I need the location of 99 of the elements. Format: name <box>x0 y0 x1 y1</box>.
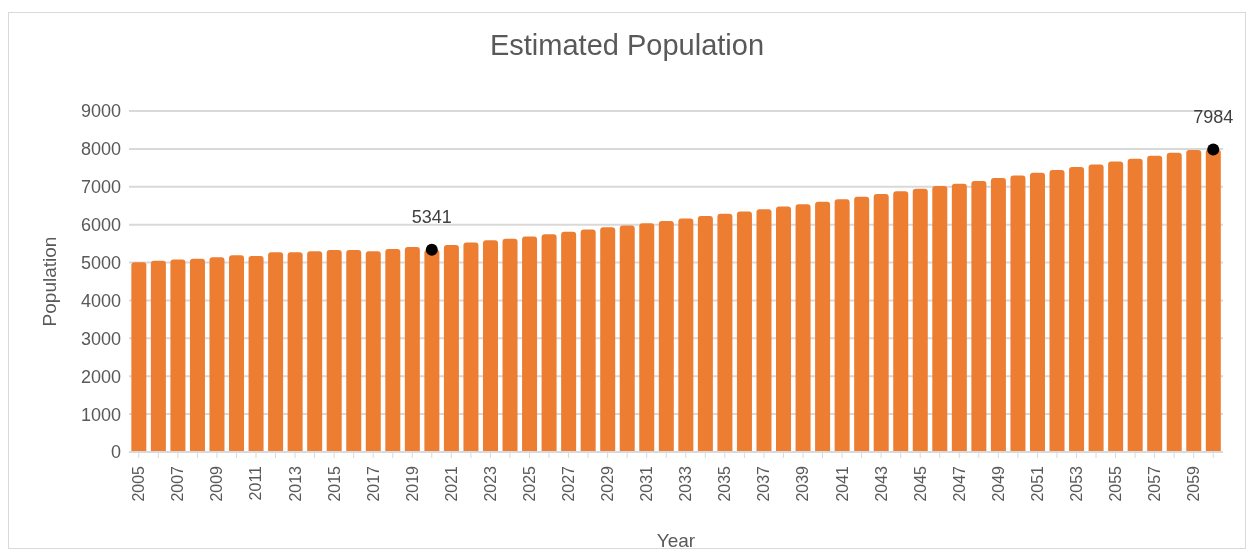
x-tick-label: 2049 <box>989 465 1007 502</box>
bar <box>482 240 498 452</box>
bar <box>736 211 752 452</box>
bar <box>502 238 518 452</box>
x-tick-label: 2031 <box>638 465 656 502</box>
bar <box>990 178 1006 452</box>
x-tick-label: 2051 <box>1028 465 1046 502</box>
y-tick-label: 5000 <box>80 252 121 273</box>
y-tick-label: 7000 <box>80 177 121 198</box>
bar <box>1049 170 1065 452</box>
y-tick-label: 0 <box>110 442 121 463</box>
x-tick-label: 2005 <box>130 465 148 502</box>
bar <box>443 244 459 452</box>
bar <box>1205 149 1221 452</box>
bar <box>150 260 166 452</box>
bar <box>658 220 674 452</box>
x-tick-label: 2043 <box>872 465 890 502</box>
bar <box>971 181 987 452</box>
chart-title: Estimated Population <box>488 29 766 62</box>
bar <box>1166 152 1182 452</box>
x-tick-label: 2007 <box>169 465 187 502</box>
x-tick-label: 2033 <box>677 465 695 502</box>
bar <box>1186 150 1202 452</box>
bar <box>229 255 245 452</box>
bar <box>326 250 342 452</box>
bar <box>189 258 205 452</box>
y-tick-label: 1000 <box>80 404 121 425</box>
x-tick-label: 2015 <box>325 465 343 502</box>
x-tick-label: 2013 <box>286 465 304 502</box>
bar <box>287 252 303 452</box>
bar <box>600 227 616 452</box>
bar <box>834 199 850 452</box>
y-tick-label: 9000 <box>80 101 121 122</box>
x-tick-label: 2017 <box>364 465 382 502</box>
data-label: 5341 <box>411 207 452 228</box>
y-tick-label: 3000 <box>80 328 121 349</box>
y-tick-label: 8000 <box>80 139 121 160</box>
bar <box>1029 172 1045 452</box>
x-tick-label: 2009 <box>208 465 226 502</box>
x-tick-label: 2053 <box>1067 465 1085 502</box>
bar <box>365 251 381 452</box>
bar <box>346 250 362 452</box>
bar <box>385 248 401 452</box>
bar <box>795 204 811 452</box>
bar <box>131 262 147 452</box>
bar <box>873 193 889 452</box>
bar <box>1010 175 1026 452</box>
x-tick-label: 2039 <box>794 465 812 502</box>
bar <box>697 215 713 452</box>
bar <box>561 231 577 452</box>
bar <box>932 186 948 452</box>
bar <box>1088 164 1104 452</box>
bar <box>541 234 557 452</box>
bar <box>404 247 420 452</box>
bar <box>424 249 440 452</box>
data-label: 7984 <box>1193 107 1234 128</box>
bar <box>678 218 694 452</box>
bar <box>248 256 264 452</box>
bar <box>815 201 831 452</box>
bar <box>717 213 733 452</box>
bar <box>307 251 323 452</box>
x-tick-label: 2047 <box>950 465 968 502</box>
y-tick-label: 6000 <box>80 215 121 236</box>
y-tick-label: 4000 <box>80 290 121 311</box>
bar <box>893 191 909 452</box>
bar <box>463 242 479 452</box>
x-tick-label: 2045 <box>911 465 929 502</box>
y-tick-label: 2000 <box>80 366 121 387</box>
bar <box>268 252 284 452</box>
bar <box>1069 167 1085 452</box>
bar <box>1147 155 1163 452</box>
bar <box>170 259 186 452</box>
x-tick-label: 2057 <box>1146 465 1164 502</box>
bar <box>639 223 655 452</box>
bar <box>1127 158 1143 452</box>
x-tick-label: 2055 <box>1107 465 1125 502</box>
bar <box>776 206 792 452</box>
x-tick-label: 2019 <box>403 465 421 502</box>
x-tick-label: 2037 <box>755 465 773 502</box>
bar <box>756 209 772 452</box>
x-tick-label: 2023 <box>481 465 499 502</box>
x-tick-label: 2025 <box>520 465 538 502</box>
x-tick-label: 2059 <box>1185 465 1203 502</box>
bar <box>580 229 596 452</box>
bar <box>951 183 967 452</box>
x-tick-label: 2027 <box>560 465 578 502</box>
bar <box>209 257 225 452</box>
x-tick-label: 2021 <box>442 465 460 502</box>
y-axis-title: Population <box>38 236 60 327</box>
x-axis-title: Year <box>656 530 696 551</box>
x-tick-label: 2035 <box>716 465 734 502</box>
bar <box>854 196 870 452</box>
x-tick-label: 2041 <box>833 465 851 502</box>
bar <box>1108 161 1124 452</box>
bar <box>522 236 538 452</box>
bar <box>912 188 928 452</box>
x-tick-label: 2029 <box>599 465 617 502</box>
bar <box>619 225 635 452</box>
x-tick-label: 2011 <box>247 465 265 501</box>
